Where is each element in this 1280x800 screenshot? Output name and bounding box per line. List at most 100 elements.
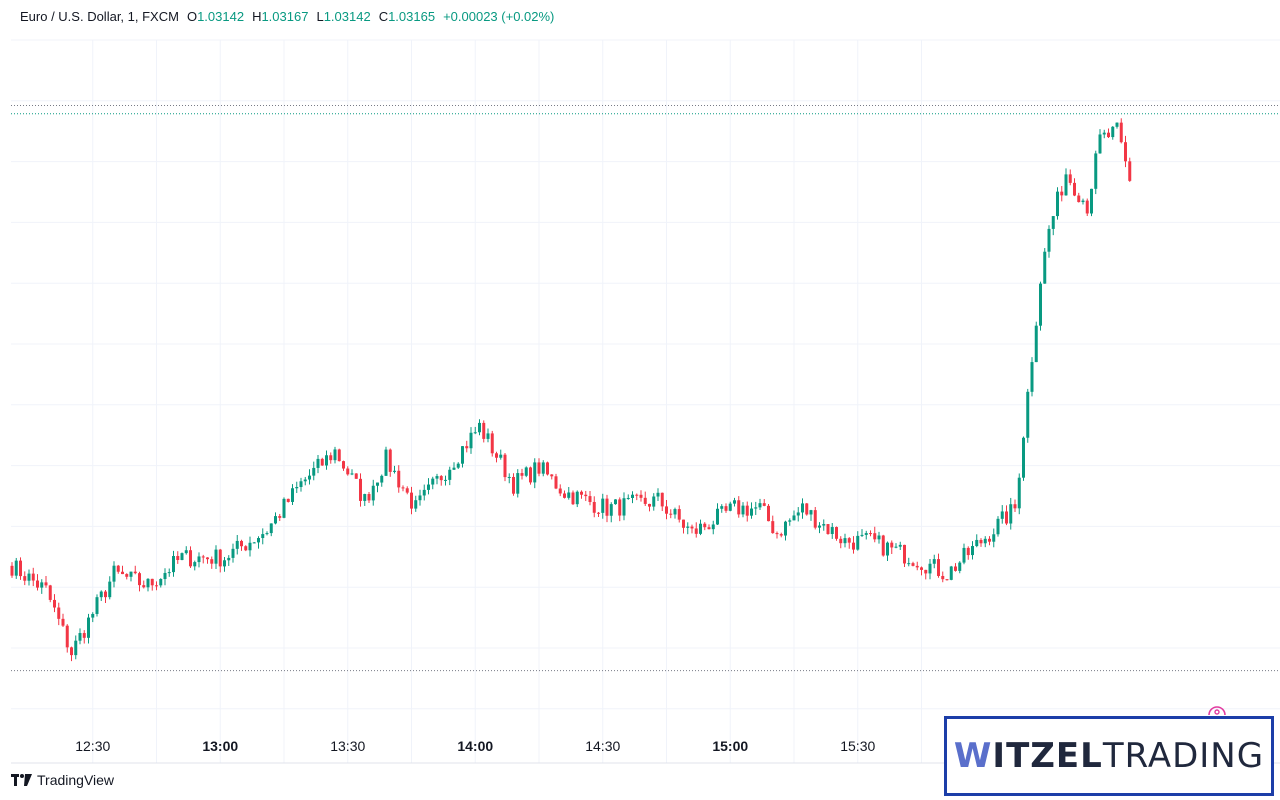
candle-body (1102, 132, 1106, 135)
candle-body (533, 462, 537, 483)
candle-body (992, 534, 996, 542)
candle-body (1039, 283, 1042, 326)
symbol-title[interactable]: Euro / U.S. Dollar, 1, FXCM (20, 9, 179, 24)
candle-body (116, 565, 120, 572)
candle-body (932, 559, 936, 564)
time-tick-label: 13:30 (330, 738, 366, 754)
candle-body (682, 519, 685, 528)
candle-body (737, 500, 741, 515)
candle-body (550, 474, 554, 477)
candle-body (61, 618, 65, 626)
candle-body (193, 562, 197, 567)
candle-body (1107, 132, 1110, 138)
candle-body (108, 581, 112, 598)
candle-body (380, 475, 384, 483)
candle-body (520, 473, 524, 476)
time-tick-label: 12:30 (75, 738, 111, 754)
candle-body (898, 544, 902, 547)
candle-body (346, 468, 350, 475)
candle-body (869, 533, 872, 535)
candle-body (478, 422, 481, 433)
candle-body (31, 573, 35, 581)
candle-body (410, 492, 413, 509)
candle-body (724, 506, 728, 511)
symbol-legend[interactable]: Euro / U.S. Dollar, 1, FXCM O1.03142 H1.03… (20, 9, 554, 25)
candle-body (762, 503, 766, 506)
low-label: L (316, 9, 324, 24)
witzel-logo-w: W (953, 736, 993, 776)
candle-body (669, 513, 673, 515)
candle-body (1077, 195, 1081, 203)
candle-body (431, 478, 435, 485)
candle-body (461, 446, 464, 464)
candle-body (529, 467, 532, 483)
candle-body (486, 433, 490, 439)
candle-body (99, 591, 103, 598)
candle-body (142, 585, 146, 588)
candle-body (1009, 504, 1013, 524)
candle-body (133, 571, 137, 574)
candle-body (690, 526, 694, 529)
candle-body (784, 521, 787, 536)
candle-body (958, 562, 962, 571)
candle-body (469, 432, 473, 449)
candle-body (418, 495, 422, 501)
candle-body (401, 487, 405, 489)
chart-reset-icon[interactable] (1206, 703, 1228, 717)
change-value: +0.00023 (+0.02%) (443, 9, 555, 24)
candle-body (1051, 216, 1055, 229)
candle-body (775, 533, 779, 535)
candle-body (652, 496, 656, 507)
candle-body (384, 449, 388, 476)
candle-body (155, 585, 158, 587)
candle-body (813, 510, 817, 528)
candle-body (911, 563, 915, 566)
candle-body (129, 571, 133, 577)
candle-body (656, 492, 660, 497)
candle-body (65, 625, 69, 648)
candle-body (703, 523, 707, 528)
candle-body (214, 549, 218, 564)
time-tick-label: 15:30 (840, 738, 876, 754)
candle-body (643, 497, 647, 504)
candles (10, 118, 1132, 662)
candle-body (1073, 182, 1076, 196)
candle-body (907, 563, 911, 565)
candle-body (1064, 174, 1068, 196)
candle-body (541, 462, 545, 474)
candle-body (367, 494, 371, 501)
candle-body (44, 582, 48, 586)
candle-body (754, 507, 758, 509)
candle-body (371, 485, 375, 501)
candle-body (660, 492, 664, 507)
candle-body (988, 538, 991, 542)
candle-body (439, 476, 443, 481)
candle-body (354, 473, 358, 479)
candle-body (941, 575, 945, 580)
candle-body (575, 491, 579, 505)
candle-body (227, 557, 231, 561)
candle-body (983, 538, 987, 544)
candle-body (894, 546, 898, 548)
candle-body (422, 489, 426, 496)
candle-body (711, 524, 715, 530)
tradingview-logo[interactable]: TradingView (11, 772, 114, 788)
candle-body (966, 547, 970, 556)
candle-body (23, 576, 27, 581)
candle-body (1081, 200, 1085, 203)
candle-body (852, 542, 855, 550)
candle-body (779, 534, 783, 536)
candle-body (1098, 134, 1102, 154)
candle-body (36, 580, 39, 588)
open-label: O (186, 9, 198, 24)
candle-body (830, 527, 834, 534)
candle-body (397, 470, 401, 488)
candle-body (741, 505, 745, 515)
candle-body (388, 449, 392, 472)
candle-body (393, 470, 396, 472)
candle-body (48, 585, 52, 600)
candle-body (244, 546, 248, 551)
candle-body (962, 547, 966, 563)
candle-body (138, 573, 141, 586)
